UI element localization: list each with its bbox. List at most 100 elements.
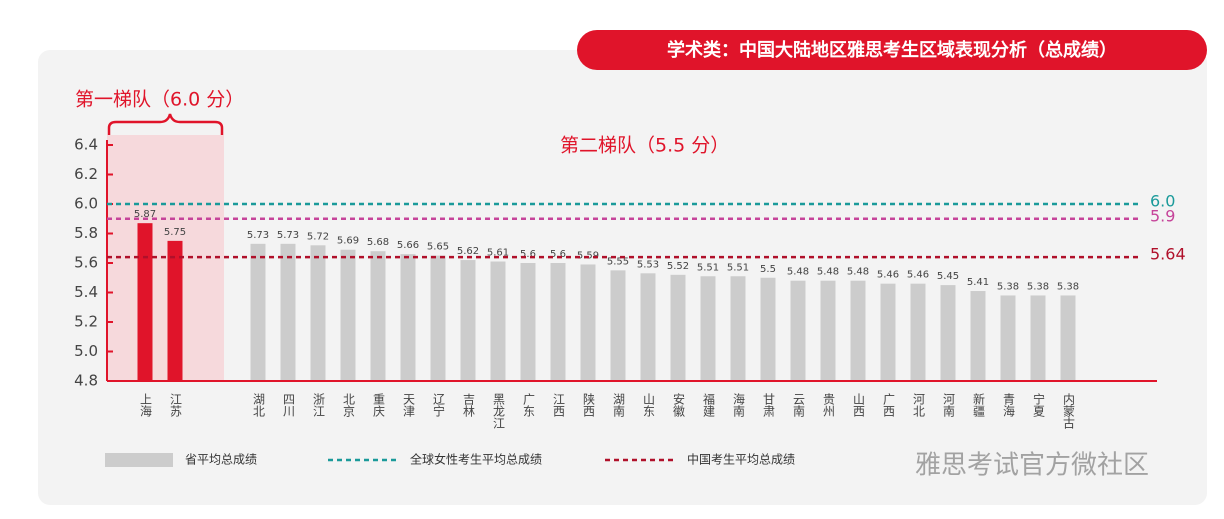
bar — [400, 254, 416, 381]
bar — [880, 283, 896, 381]
x-tick-label: 江西 — [552, 393, 566, 417]
x-tick-label: 福建 — [702, 392, 716, 418]
value-label: 5.65 — [427, 242, 449, 253]
x-tick-label: 河北 — [912, 393, 926, 418]
value-label: 5.45 — [937, 271, 959, 282]
bar — [550, 263, 566, 381]
bar — [310, 245, 326, 381]
x-tick-label: 广东 — [522, 393, 536, 417]
title-pill — [577, 30, 1207, 70]
legend-swatch — [105, 453, 173, 467]
group-label: 第一梯队（6.0 分） — [75, 89, 244, 111]
value-label: 5.72 — [307, 231, 329, 242]
bar — [1000, 295, 1016, 381]
x-tick-label: 四川 — [282, 393, 296, 417]
y-tick-label: 6.4 — [74, 136, 98, 154]
value-label: 5.6 — [520, 249, 536, 260]
bar — [640, 273, 656, 381]
y-tick-label: 5.4 — [74, 283, 98, 301]
x-tick-label: 青海 — [1002, 393, 1016, 417]
bar — [670, 274, 686, 381]
x-tick-label: 江苏 — [169, 393, 183, 417]
reference-label: 5.9 — [1150, 206, 1175, 225]
bar — [940, 285, 956, 381]
legend-label: 省平均总成绩 — [185, 453, 257, 467]
x-tick-label: 湖北 — [252, 392, 266, 418]
bar — [580, 264, 596, 381]
bar — [610, 270, 626, 381]
y-tick-label: 6.2 — [74, 165, 98, 183]
bar — [520, 263, 536, 381]
y-tick-label: 4.8 — [74, 372, 98, 390]
x-tick-label: 北京 — [342, 393, 356, 418]
x-tick-label: 重庆 — [372, 393, 386, 417]
x-tick-label: 山西 — [852, 393, 866, 417]
value-label: 5.62 — [457, 246, 479, 257]
value-label: 5.46 — [877, 270, 899, 281]
value-label: 5.75 — [164, 227, 186, 238]
value-label: 5.48 — [847, 267, 869, 278]
value-label: 5.41 — [967, 277, 989, 288]
bar — [850, 280, 866, 381]
value-label: 5.6 — [550, 249, 566, 260]
x-tick-label: 吉林 — [462, 393, 476, 417]
value-label: 5.51 — [697, 262, 719, 273]
bar — [490, 261, 506, 381]
bar — [700, 276, 716, 381]
x-tick-label: 湖南 — [612, 392, 626, 417]
y-tick-label: 6.0 — [74, 195, 98, 213]
value-label: 5.53 — [637, 259, 659, 270]
bar — [137, 223, 153, 381]
bar — [340, 249, 356, 381]
x-tick-label: 海南 — [732, 392, 746, 417]
bar — [167, 240, 183, 381]
bar — [280, 243, 296, 381]
bar — [250, 243, 266, 381]
value-label: 5.68 — [367, 237, 389, 248]
x-tick-label: 辽宁 — [432, 393, 446, 417]
x-tick-label: 贵州 — [822, 393, 836, 417]
bar — [460, 260, 476, 381]
x-tick-label: 云南 — [792, 393, 806, 417]
y-tick-label: 5.8 — [74, 224, 98, 242]
x-tick-label: 浙江 — [312, 393, 326, 417]
bar — [730, 276, 746, 381]
chart-title: 学术类：中国大陆地区雅思考生区域表现分析（总成绩） — [667, 39, 1117, 61]
x-tick-label: 新疆 — [972, 392, 986, 417]
x-tick-label: 安徽 — [672, 392, 686, 417]
tier-brace — [107, 113, 224, 135]
x-tick-label: 内蒙古 — [1062, 393, 1076, 429]
x-tick-label: 广西 — [882, 393, 896, 417]
value-label: 5.66 — [397, 240, 419, 251]
value-label: 5.38 — [1057, 281, 1079, 292]
value-label: 5.55 — [607, 256, 629, 267]
bar — [370, 251, 386, 381]
bar — [1030, 295, 1046, 381]
y-tick-label: 5.0 — [74, 342, 98, 360]
bar — [820, 280, 836, 381]
x-tick-label: 甘肃 — [762, 393, 776, 418]
value-label: 5.61 — [487, 248, 509, 259]
watermark: 雅思考试官方微社区 — [915, 451, 1149, 481]
x-tick-label: 宁夏 — [1032, 392, 1046, 417]
x-tick-label: 黑龙江 — [492, 393, 506, 429]
x-tick-label: 天津 — [402, 393, 416, 417]
reference-label: 6.0 — [1150, 192, 1175, 211]
bar — [910, 283, 926, 381]
value-label: 5.69 — [337, 236, 359, 247]
y-tick-label: 5.2 — [74, 313, 98, 331]
value-label: 5.5 — [760, 264, 776, 275]
reference-label: 5.64 — [1150, 245, 1186, 264]
group-label: 第二梯队（5.5 分） — [560, 135, 729, 157]
value-label: 5.87 — [134, 209, 156, 220]
x-tick-label: 陕西 — [582, 392, 596, 417]
value-label: 5.51 — [727, 262, 749, 273]
bar — [760, 277, 776, 381]
bar — [430, 255, 446, 381]
value-label: 5.48 — [787, 267, 809, 278]
value-label: 5.46 — [907, 270, 929, 281]
bar — [970, 291, 986, 381]
x-tick-label: 山东 — [642, 393, 656, 417]
bar — [1060, 295, 1076, 381]
